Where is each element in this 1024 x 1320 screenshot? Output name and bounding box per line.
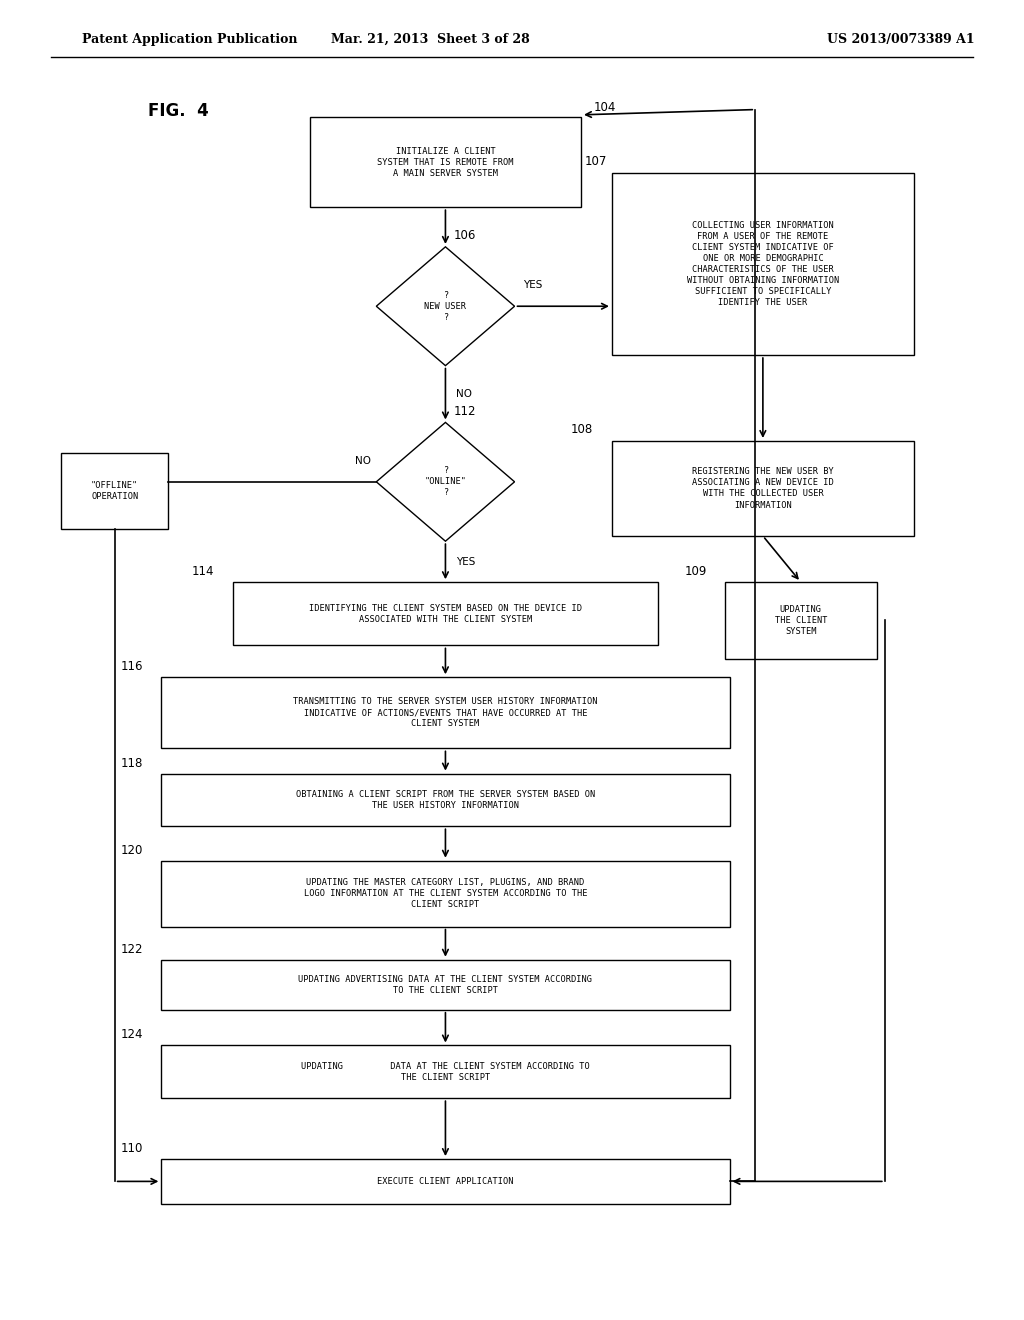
FancyBboxPatch shape xyxy=(161,960,729,1010)
FancyBboxPatch shape xyxy=(161,1045,729,1098)
Text: OBTAINING A CLIENT SCRIPT FROM THE SERVER SYSTEM BASED ON
THE USER HISTORY INFOR: OBTAINING A CLIENT SCRIPT FROM THE SERVE… xyxy=(296,789,595,810)
Text: 116: 116 xyxy=(121,660,142,673)
Text: UPDATING         DATA AT THE CLIENT SYSTEM ACCORDING TO
THE CLIENT SCRIPT: UPDATING DATA AT THE CLIENT SYSTEM ACCOR… xyxy=(301,1061,590,1082)
Text: COLLECTING USER INFORMATION
FROM A USER OF THE REMOTE
CLIENT SYSTEM INDICATIVE O: COLLECTING USER INFORMATION FROM A USER … xyxy=(687,220,839,308)
Text: 108: 108 xyxy=(571,422,594,436)
FancyBboxPatch shape xyxy=(725,582,877,659)
Text: 109: 109 xyxy=(684,565,707,578)
Polygon shape xyxy=(377,247,514,366)
FancyBboxPatch shape xyxy=(309,117,582,207)
Text: INITIALIZE A CLIENT
SYSTEM THAT IS REMOTE FROM
A MAIN SERVER SYSTEM: INITIALIZE A CLIENT SYSTEM THAT IS REMOT… xyxy=(377,147,514,178)
Text: NO: NO xyxy=(456,389,472,399)
Text: Patent Application Publication: Patent Application Publication xyxy=(82,33,297,46)
Text: 122: 122 xyxy=(121,942,142,956)
Text: "OFFLINE"
OPERATION: "OFFLINE" OPERATION xyxy=(91,482,138,500)
Text: UPDATING
THE CLIENT
SYSTEM: UPDATING THE CLIENT SYSTEM xyxy=(774,605,827,636)
Text: 118: 118 xyxy=(121,756,142,770)
FancyBboxPatch shape xyxy=(161,861,729,927)
Text: ?
"ONLINE"
?: ? "ONLINE" ? xyxy=(424,466,467,498)
Text: 114: 114 xyxy=(193,565,215,578)
Text: US 2013/0073389 A1: US 2013/0073389 A1 xyxy=(827,33,975,46)
Text: ?
NEW USER
?: ? NEW USER ? xyxy=(424,290,467,322)
Text: 106: 106 xyxy=(454,228,476,242)
Text: 107: 107 xyxy=(585,154,606,168)
Text: TRANSMITTING TO THE SERVER SYSTEM USER HISTORY INFORMATION
INDICATIVE OF ACTIONS: TRANSMITTING TO THE SERVER SYSTEM USER H… xyxy=(293,697,598,729)
Text: UPDATING THE MASTER CATEGORY LIST, PLUGINS, AND BRAND
LOGO INFORMATION AT THE CL: UPDATING THE MASTER CATEGORY LIST, PLUGI… xyxy=(304,878,587,909)
Text: YES: YES xyxy=(522,280,542,290)
Text: UPDATING ADVERTISING DATA AT THE CLIENT SYSTEM ACCORDING
TO THE CLIENT SCRIPT: UPDATING ADVERTISING DATA AT THE CLIENT … xyxy=(298,974,593,995)
FancyBboxPatch shape xyxy=(61,453,168,529)
Polygon shape xyxy=(377,422,514,541)
FancyBboxPatch shape xyxy=(161,1159,729,1204)
Text: IDENTIFYING THE CLIENT SYSTEM BASED ON THE DEVICE ID
ASSOCIATED WITH THE CLIENT : IDENTIFYING THE CLIENT SYSTEM BASED ON T… xyxy=(309,603,582,624)
Text: FIG.  4: FIG. 4 xyxy=(148,102,209,120)
Text: 104: 104 xyxy=(594,100,615,114)
Text: 124: 124 xyxy=(121,1028,142,1041)
FancyBboxPatch shape xyxy=(233,582,657,645)
Text: 120: 120 xyxy=(121,843,142,857)
Text: EXECUTE CLIENT APPLICATION: EXECUTE CLIENT APPLICATION xyxy=(377,1177,514,1185)
Text: YES: YES xyxy=(456,557,475,566)
Text: REGISTERING THE NEW USER BY
ASSOCIATING A NEW DEVICE ID
WITH THE COLLECTED USER
: REGISTERING THE NEW USER BY ASSOCIATING … xyxy=(692,467,834,510)
FancyBboxPatch shape xyxy=(612,173,914,355)
FancyBboxPatch shape xyxy=(612,441,914,536)
Text: 110: 110 xyxy=(121,1142,142,1155)
Text: NO: NO xyxy=(355,455,371,466)
Text: 112: 112 xyxy=(454,405,476,418)
FancyBboxPatch shape xyxy=(161,677,729,748)
FancyBboxPatch shape xyxy=(161,774,729,826)
Text: Mar. 21, 2013  Sheet 3 of 28: Mar. 21, 2013 Sheet 3 of 28 xyxy=(331,33,529,46)
